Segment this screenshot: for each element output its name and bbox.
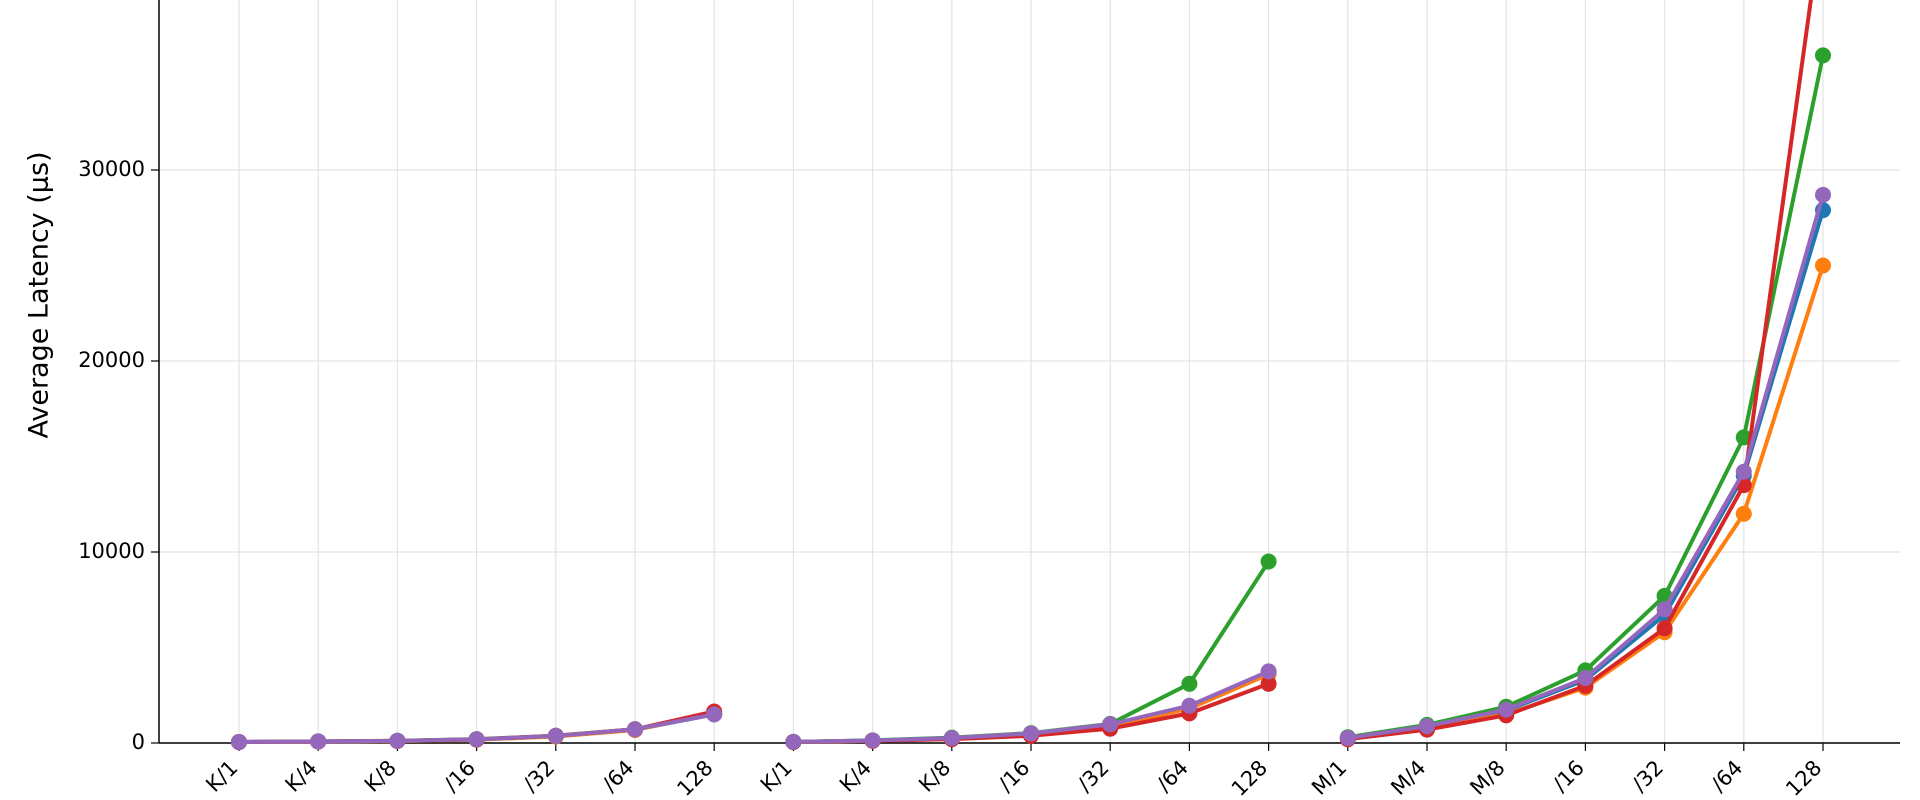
data-point xyxy=(1260,663,1277,680)
x-tick-label: /32 xyxy=(1627,756,1668,797)
x-tick-label: 128 xyxy=(1227,756,1272,800)
data-point xyxy=(1815,47,1831,64)
data-point xyxy=(627,721,643,738)
x-tick-label: 128 xyxy=(672,756,717,800)
data-point xyxy=(1023,725,1039,742)
x-tick-label: /16 xyxy=(994,756,1035,797)
x-tick-label: /64 xyxy=(1152,756,1193,797)
x-tick-label: K/1 xyxy=(756,756,797,797)
plot-area xyxy=(231,0,1831,751)
data-point xyxy=(1260,675,1277,692)
y-tick-label: 20000 xyxy=(78,348,145,372)
data-point xyxy=(1815,186,1831,203)
x-tick-label: 128 xyxy=(1781,756,1826,800)
x-tick-label: /16 xyxy=(439,756,480,797)
data-point xyxy=(1735,463,1752,480)
x-tick-label: K/4 xyxy=(835,756,876,797)
x-tick-label: K/1 xyxy=(201,756,242,797)
data-point xyxy=(1102,716,1119,733)
x-tick-label: /32 xyxy=(1073,756,1114,797)
x-tick-label: /64 xyxy=(598,756,639,797)
x-tick-label: M/4 xyxy=(1386,756,1430,800)
data-point xyxy=(1735,429,1752,446)
data-point xyxy=(943,730,960,747)
x-tick-label: /32 xyxy=(518,756,559,797)
data-point xyxy=(468,731,485,748)
data-point xyxy=(1735,505,1752,522)
x-tick-label: /16 xyxy=(1548,756,1589,797)
x-tick-label: M/1 xyxy=(1307,756,1351,800)
data-point xyxy=(547,727,564,744)
x-tick-label: K/8 xyxy=(914,756,955,797)
data-point xyxy=(1181,675,1198,692)
data-point xyxy=(864,732,881,749)
y-axis-label: Average Latency (µs) xyxy=(24,151,55,438)
data-point xyxy=(1815,257,1831,274)
x-tick-label: /64 xyxy=(1706,756,1747,797)
x-tick-label: M/8 xyxy=(1465,756,1509,800)
y-tick-label: 30000 xyxy=(78,157,145,181)
y-tick-label: 0 xyxy=(132,730,145,754)
data-point xyxy=(1181,697,1198,714)
data-point xyxy=(1656,601,1673,618)
x-tick-label: K/4 xyxy=(281,756,322,797)
data-point xyxy=(1577,670,1594,687)
y-tick-label: 10000 xyxy=(78,539,145,563)
data-point xyxy=(231,734,247,751)
data-point xyxy=(1260,553,1277,570)
data-point xyxy=(1498,701,1515,718)
data-point xyxy=(1339,730,1356,747)
data-point xyxy=(389,732,406,749)
x-tick-label: K/8 xyxy=(360,756,401,797)
data-point xyxy=(310,733,327,750)
data-point xyxy=(1419,718,1435,735)
data-point xyxy=(706,706,723,723)
data-point xyxy=(1656,620,1673,637)
data-point xyxy=(785,733,802,750)
